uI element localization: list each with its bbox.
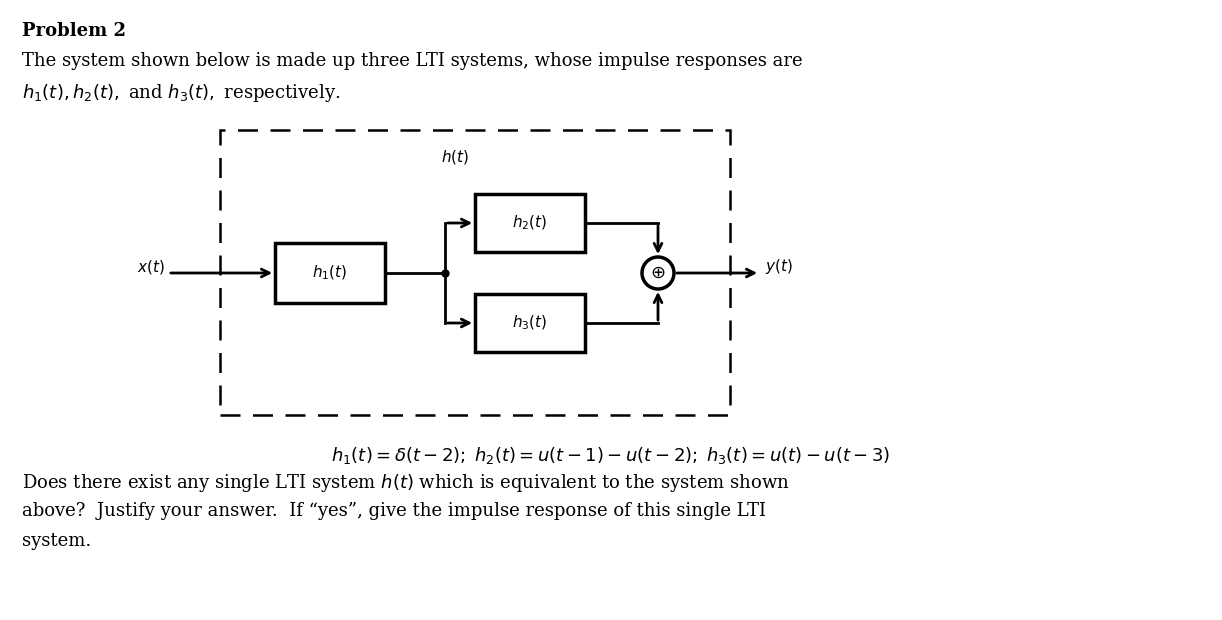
Text: $x(t)$: $x(t)$: [137, 258, 165, 276]
Text: $h_1(t) = \delta(t-2);\; h_2(t) = u(t-1) - u(t-2);\; h_3(t) = u(t) - u(t-3)$: $h_1(t) = \delta(t-2);\; h_2(t) = u(t-1)…: [331, 445, 891, 466]
Text: $h(t)$: $h(t)$: [441, 148, 469, 166]
Text: $h_1(t), h_2(t),$ and $h_3(t),$ respectively.: $h_1(t), h_2(t),$ and $h_3(t),$ respecti…: [22, 82, 341, 104]
Text: $h_3(t)$: $h_3(t)$: [512, 314, 547, 332]
Text: system.: system.: [22, 532, 92, 550]
Text: Does there exist any single LTI system $h(t)$ which is equivalent to the system : Does there exist any single LTI system $…: [22, 472, 789, 494]
Text: $\oplus$: $\oplus$: [650, 264, 666, 282]
Bar: [275, 243, 385, 303]
Bar: [475, 294, 585, 352]
Bar: [475, 194, 585, 252]
Text: Problem 2: Problem 2: [22, 22, 126, 40]
Text: above?  Justify your answer.  If “yes”, give the impulse response of this single: above? Justify your answer. If “yes”, gi…: [22, 502, 766, 520]
Text: $y(t)$: $y(t)$: [765, 257, 793, 277]
Bar: [220, 130, 730, 415]
Circle shape: [642, 257, 675, 289]
Text: The system shown below is made up three LTI systems, whose impulse responses are: The system shown below is made up three …: [22, 52, 803, 70]
Text: $h_2(t)$: $h_2(t)$: [512, 214, 547, 232]
Text: $h_1(t)$: $h_1(t)$: [313, 264, 348, 282]
